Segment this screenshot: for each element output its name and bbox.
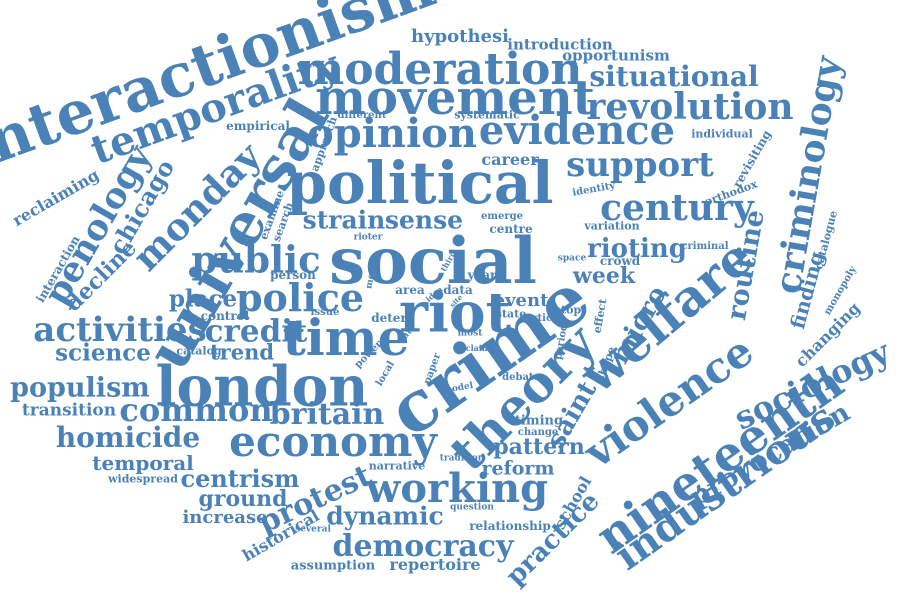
word-variation: variation: [584, 219, 640, 233]
word-public: public: [191, 237, 321, 282]
word-democracy: democracy: [332, 529, 514, 564]
word-moderation: moderation: [297, 44, 583, 95]
word-question: question: [450, 502, 494, 513]
word-hypothesi: hypothesi: [411, 26, 509, 47]
word-ground: ground: [198, 486, 288, 512]
word-social: social: [329, 224, 537, 299]
word-homicide: homicide: [55, 421, 201, 454]
word-emerge: emerge: [481, 211, 523, 222]
word-trend: trend: [209, 339, 275, 365]
word-issue: issue: [310, 307, 340, 318]
word-century: century: [600, 187, 754, 229]
word-crowd: crowd: [599, 254, 641, 268]
word-transition: transition: [21, 400, 117, 421]
word-common: common: [119, 391, 273, 429]
word-rioter: rioter: [353, 232, 383, 243]
word-credit: credit: [204, 313, 308, 350]
word-systematic: systematic: [454, 108, 520, 122]
word-populism: populism: [10, 372, 150, 404]
word-person: person: [270, 268, 316, 282]
word-introduction: introduction: [507, 35, 613, 54]
word-political: political: [286, 149, 554, 217]
word-individual: individual: [691, 127, 753, 141]
word-revolution: revolution: [586, 86, 794, 128]
word-area: area: [395, 283, 425, 297]
word-relationship: relationship: [469, 519, 551, 533]
word-riot: riot: [399, 279, 511, 345]
word-most: most: [457, 328, 483, 339]
word-timing: timing: [514, 413, 564, 429]
word-career: career: [481, 150, 539, 169]
word-article: article: [525, 313, 563, 324]
word-place: place: [168, 285, 238, 313]
word-strain: strain: [302, 205, 386, 235]
word-situational: situational: [589, 60, 759, 93]
word-year: year: [467, 268, 497, 282]
word-empirical: empirical: [226, 119, 290, 133]
word-police: police: [235, 275, 365, 320]
word-data: data: [443, 283, 473, 297]
word-different: different: [337, 110, 387, 121]
word-economy: economy: [229, 417, 437, 466]
word-centre: centre: [489, 222, 533, 236]
word-centrism: centrism: [180, 464, 300, 493]
word-repertoire: repertoire: [389, 555, 481, 574]
word-week: week: [572, 263, 636, 289]
word-activities: activities: [33, 310, 207, 350]
word-rioting: rioting: [587, 234, 687, 264]
word-britain: britain: [269, 397, 385, 432]
word-reform: reform: [481, 457, 555, 480]
word-movement: movement: [315, 70, 595, 126]
word-sense: sense: [384, 205, 464, 235]
word-increase: increase: [182, 507, 268, 528]
word-support: support: [566, 145, 714, 185]
word-science: science: [55, 339, 151, 367]
word-state: state: [495, 307, 527, 321]
word-change: change: [517, 427, 559, 438]
word-stop: stop: [554, 303, 582, 317]
word-claim: claim: [465, 343, 491, 353]
word-opinion: opinion: [307, 110, 477, 157]
word-criminal: criminal: [681, 241, 729, 252]
word-pattern: pattern: [493, 434, 585, 460]
word-deter: deter: [371, 311, 407, 325]
word-control: control: [200, 309, 250, 323]
word-event: event: [493, 290, 549, 311]
word-catalog: catalog: [176, 344, 222, 358]
word-time: time: [282, 308, 410, 367]
word-temporal: temporal: [92, 451, 194, 475]
word-working: working: [365, 465, 549, 512]
word-tradition: tradition: [439, 453, 485, 464]
word-opportunism: opportunism: [562, 46, 670, 65]
word-assumption: assumption: [290, 558, 376, 574]
word-london: london: [155, 353, 369, 419]
word-widespread: widespread: [108, 472, 178, 486]
word-several: several: [295, 524, 331, 535]
word-dynamic: dynamic: [326, 501, 444, 531]
word-narrative: narrative: [368, 459, 426, 473]
word-space: space: [557, 253, 587, 264]
word-evidence: evidence: [478, 107, 676, 154]
word-debate: debate: [502, 372, 540, 383]
